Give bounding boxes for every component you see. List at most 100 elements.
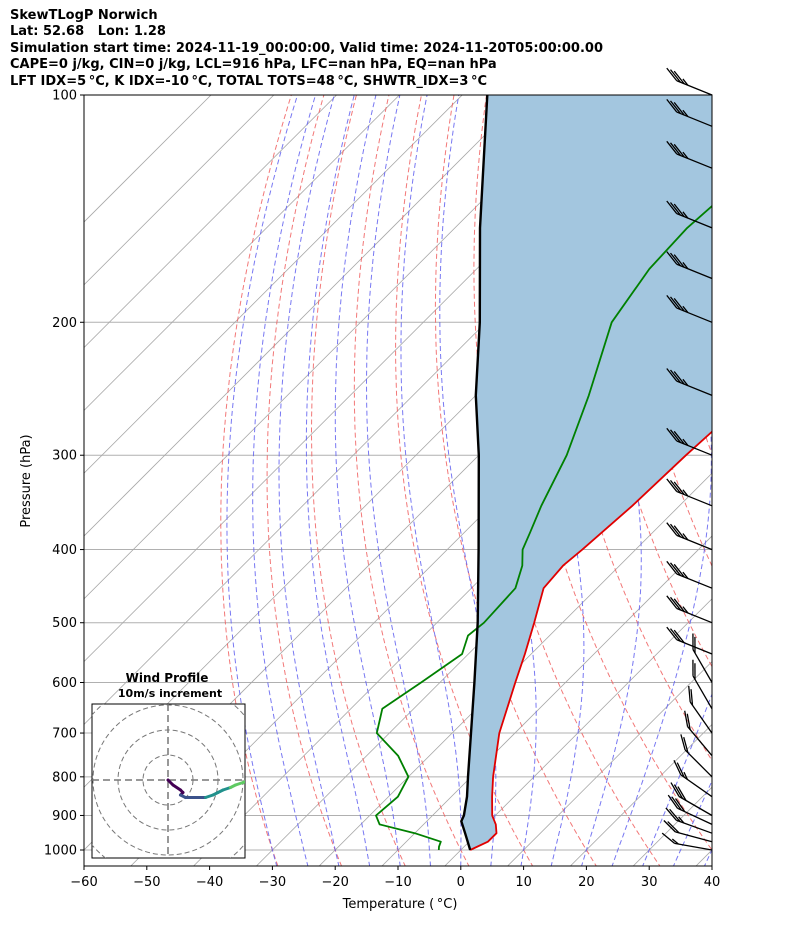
barb-flag <box>673 101 685 116</box>
moist-adiabat-line <box>278 95 340 866</box>
barb-flag <box>686 713 691 730</box>
barb-flag <box>666 595 678 609</box>
barb-flag <box>673 760 682 776</box>
barb-flag <box>694 636 696 654</box>
barb-staff <box>676 380 713 397</box>
barb-flag <box>667 794 679 809</box>
isotherm-line <box>507 661 712 866</box>
x-tick-label: −20 <box>321 875 348 890</box>
hodograph-trace <box>241 780 245 784</box>
barb-flag <box>666 200 678 215</box>
barb-flag <box>669 252 681 267</box>
wind-barb <box>666 67 713 96</box>
header-stability: LFT IDX=5 °C, K IDX=-10 °C, TOTAL TOTS=4… <box>10 73 488 89</box>
barb-flag <box>667 821 680 834</box>
barb-half-flag <box>682 571 689 579</box>
y-tick-label: 700 <box>52 727 77 742</box>
barb-flag <box>669 808 681 822</box>
isotherm-line <box>84 95 338 349</box>
barb-flag <box>680 734 686 751</box>
barb-flag <box>669 369 681 384</box>
dry-adiabat-line <box>395 95 534 866</box>
x-tick-label: 0 <box>457 875 465 890</box>
barb-flag <box>663 820 676 833</box>
barb-half-flag <box>682 262 689 270</box>
isotherm-line <box>444 598 712 866</box>
barb-half-flag <box>682 606 689 614</box>
barb-flag <box>666 67 678 82</box>
isotherm-line <box>84 95 589 600</box>
cape-cin-shading <box>461 95 712 851</box>
barb-staff <box>676 440 713 456</box>
header-times: Simulation start time: 2024-11-19_00:00:… <box>10 40 603 56</box>
y-tick-label: 100 <box>52 89 77 104</box>
hodograph-trace <box>171 783 182 792</box>
barb-flag <box>692 633 694 650</box>
barb-flag <box>670 782 680 797</box>
barb-half-flag <box>682 211 689 219</box>
wind-barb <box>666 626 713 655</box>
wind-barb <box>666 427 713 456</box>
barb-half-flag <box>682 151 689 159</box>
barb-flag <box>673 481 685 495</box>
barb-staff <box>678 795 713 817</box>
header-indices: CAPE=0 j/kg, CIN=0 j/kg, LCL=916 hPa, LF… <box>10 57 497 73</box>
isotherm-line <box>84 95 275 286</box>
wind-barb <box>665 807 713 834</box>
wind-barb <box>666 295 713 323</box>
barb-flag <box>676 762 685 778</box>
moist-adiabat-line <box>334 95 401 866</box>
y-tick-label: 400 <box>52 543 77 558</box>
x-tick-label: 20 <box>578 875 595 890</box>
barb-staff <box>676 111 713 127</box>
isotherm-line <box>84 95 463 474</box>
x-tick-label: 30 <box>641 875 658 890</box>
barb-staff <box>687 726 713 757</box>
hodograph-title: Wind Profile <box>126 671 209 685</box>
moist-adiabat-line <box>252 95 317 866</box>
barb-flag <box>674 798 686 813</box>
chart-header: SkewTLogP Norwich Lat: 52.68 Lon: 1.28 S… <box>10 8 603 90</box>
skewt-series <box>375 95 712 851</box>
wind-barb <box>661 832 713 851</box>
wind-barb <box>666 478 713 507</box>
isotherm-line <box>569 723 712 866</box>
moist-adiabat-line <box>226 95 299 866</box>
barb-flag <box>669 596 681 611</box>
barb-staff <box>684 749 713 778</box>
barb-flag <box>688 685 691 703</box>
x-tick-label: 40 <box>704 875 721 890</box>
barb-flag <box>669 296 681 310</box>
barb-flag <box>683 737 689 753</box>
skewt-fill <box>461 95 712 851</box>
wind-barb <box>688 685 713 734</box>
wind-barb <box>680 734 713 778</box>
isotherm-line <box>84 95 526 537</box>
barb-flag <box>669 628 681 642</box>
moist-adiabat-line <box>305 95 371 866</box>
barb-flag <box>669 100 681 114</box>
barb-flag <box>671 796 682 811</box>
barb-flag <box>661 832 675 844</box>
barb-half-flag <box>682 109 689 117</box>
barb-flag <box>669 69 681 83</box>
barb-half-flag <box>671 838 679 845</box>
y-axis-label: Pressure (hPa) <box>19 434 34 527</box>
barb-staff <box>676 263 713 280</box>
y-tick-label: 800 <box>52 770 77 785</box>
barb-flag <box>666 626 678 641</box>
barb-half-flag <box>682 78 689 86</box>
barb-staff <box>676 534 713 551</box>
barb-flag <box>669 429 681 443</box>
dewpoint-line <box>375 204 712 851</box>
y-tick-label: 600 <box>52 676 77 691</box>
wind-barb <box>673 760 713 798</box>
barb-half-flag <box>682 305 689 313</box>
barb-flag <box>684 710 689 727</box>
wind-barb <box>666 251 713 280</box>
wind-barb <box>663 820 713 843</box>
y-tick-label: 1000 <box>44 844 77 859</box>
barb-half-flag <box>678 816 685 824</box>
barb-flag <box>673 430 685 445</box>
